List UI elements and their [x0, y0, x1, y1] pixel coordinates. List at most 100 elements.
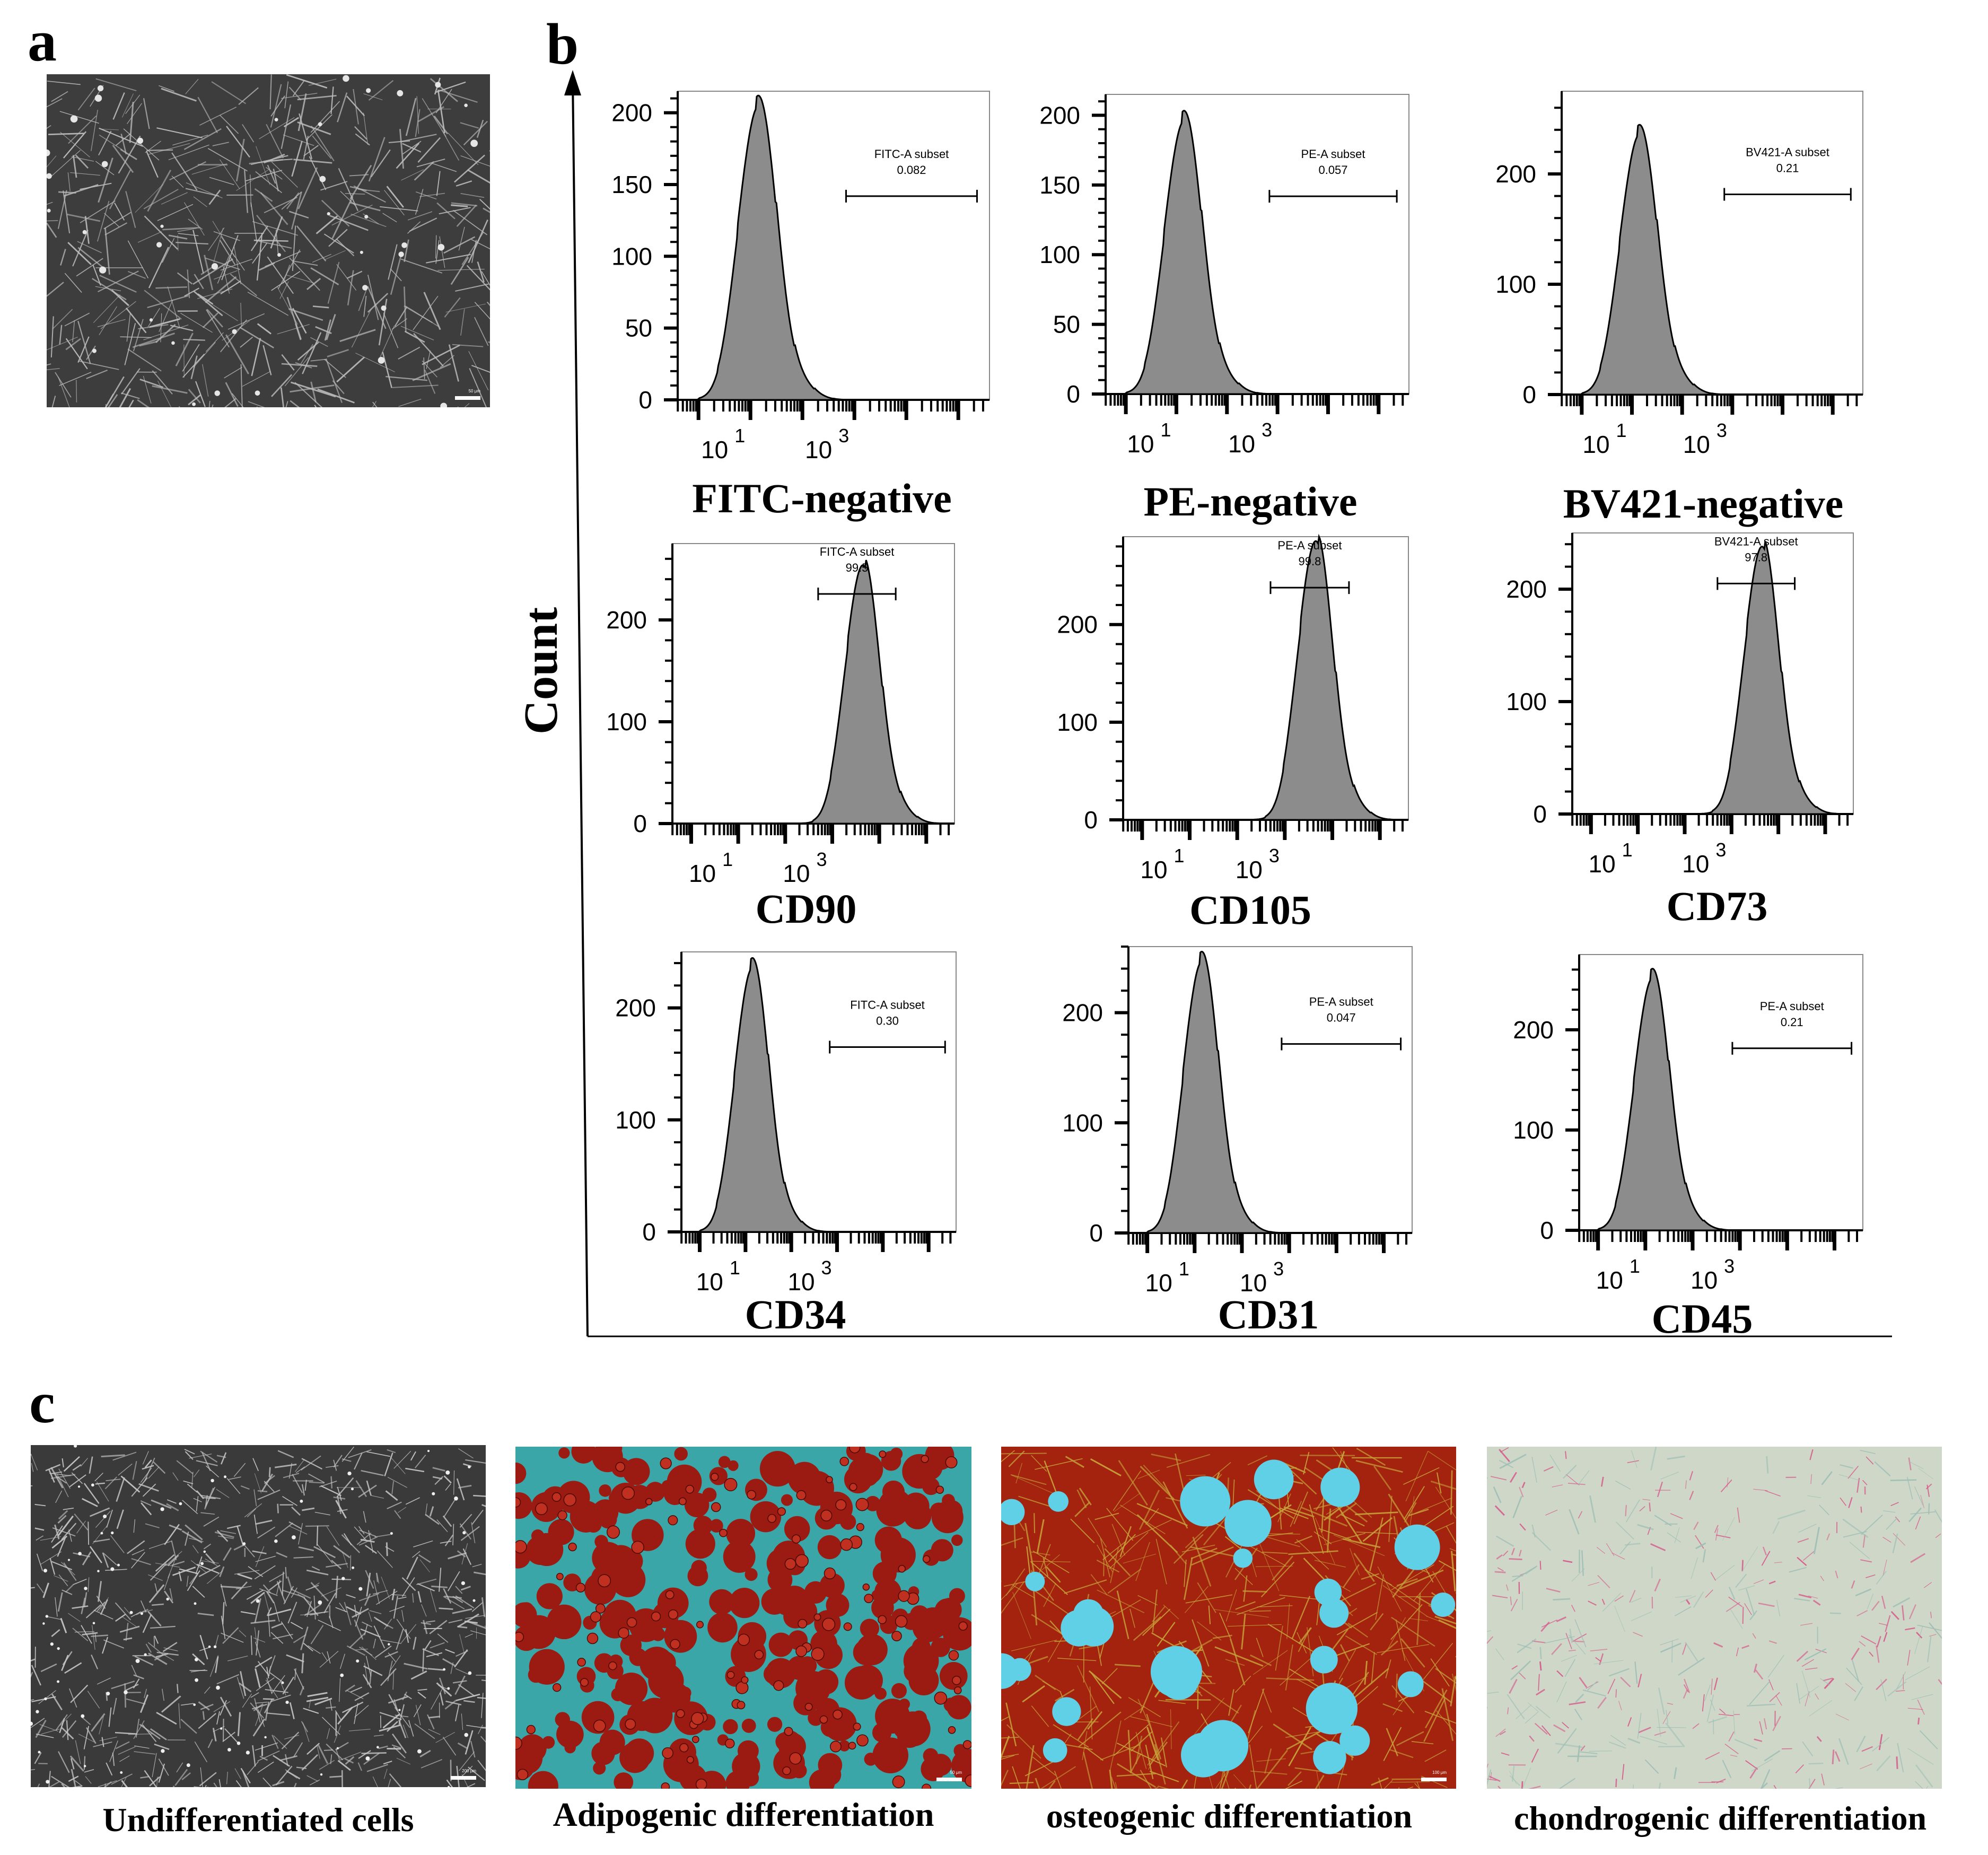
- histogram-title: BV421-negative: [1563, 480, 1844, 527]
- y-tick-label: 100: [606, 708, 647, 736]
- x-tick-exponent: 3: [1269, 845, 1280, 867]
- x-tick-base: 10: [1682, 850, 1709, 878]
- x-tick-exponent: 1: [1622, 839, 1633, 861]
- x-tick-base: 10: [1588, 850, 1615, 878]
- y-tick-label: 200: [1495, 160, 1536, 188]
- histogram-series: [677, 94, 989, 401]
- scale-bar: [936, 1778, 962, 1781]
- micrograph-c2-texture: [1001, 1447, 1456, 1789]
- x-tick-base: 10: [1140, 856, 1167, 883]
- x-tick-base: 10: [1691, 1266, 1718, 1294]
- plot-frame: [1572, 532, 1854, 815]
- histogram-series: [1562, 124, 1862, 396]
- y-tick-label: 100: [1513, 1116, 1554, 1144]
- panel-label-b: b: [546, 12, 579, 76]
- x-tick-exponent: 1: [1160, 419, 1171, 441]
- histogram-cd105: 0 100 200 10 1 10 3 PE-A subset 99.8 CD105: [1057, 533, 1409, 933]
- histogram-series: [1124, 533, 1408, 821]
- x-tick-base: 10: [1596, 1266, 1623, 1294]
- x-tick-base: 10: [787, 1268, 815, 1296]
- caption-chondrogenic: chondrogenic differentiation: [1513, 1799, 1927, 1837]
- histogram-title: CD34: [745, 1291, 846, 1337]
- x-tick-exponent: 3: [816, 848, 827, 870]
- histogram-cd34: 0 100 200 10 1 10 3 FITC-A subset 0.30 CD34: [615, 951, 957, 1337]
- y-tick-label: 150: [611, 171, 652, 198]
- gate-value-label: 0.30: [876, 1014, 899, 1028]
- x-tick-base: 10: [1582, 431, 1609, 458]
- micrograph-c0-texture: [31, 1445, 486, 1787]
- scale-bar: [451, 1776, 476, 1780]
- y-tick-label: 50: [1053, 311, 1080, 338]
- x-tick-exponent: 3: [1715, 839, 1726, 861]
- y-tick-label: 200: [606, 606, 647, 634]
- x-tick-base: 10: [689, 860, 716, 887]
- y-tick-label: 100: [1506, 688, 1547, 715]
- x-tick-base: 10: [701, 436, 728, 463]
- y-tick-label: 100: [1039, 241, 1080, 268]
- x-tick-base: 10: [1127, 430, 1154, 458]
- x-tick-exponent: 1: [730, 1257, 740, 1279]
- histogram-cd45: 0 100 200 10 1 10 3 PE-A subset 0.21 CD45: [1513, 954, 1863, 1342]
- x-tick-exponent: 3: [1262, 419, 1272, 441]
- histogram-cd31: 0 100 200 10 1 10 3 PE-A subset 0.047 CD31: [1062, 946, 1413, 1337]
- histogram-series: [673, 559, 954, 825]
- y-tick-label: 0: [1522, 381, 1536, 408]
- y-tick-label: 100: [611, 242, 652, 270]
- x-tick-base: 10: [1683, 431, 1710, 458]
- histogram-title: FITC-negative: [692, 475, 952, 521]
- histogram-bv421-negative: 0 100 200 10 1 10 3 BV421-A subset 0.21 BV421-neg…: [1495, 91, 1863, 527]
- y-tick-label: 0: [638, 386, 652, 414]
- x-tick-base: 10: [783, 860, 810, 887]
- histogram-title: PE-negative: [1144, 478, 1358, 524]
- histogram-title: CD73: [1667, 883, 1768, 929]
- gate-value-label: 0.047: [1327, 1011, 1356, 1025]
- panel-label-c: c: [29, 1370, 55, 1435]
- gate-name-label: PE-A subset: [1301, 147, 1365, 161]
- histogram-series: [681, 957, 956, 1233]
- y-tick-label: 50: [625, 314, 652, 342]
- y-tick-label: 200: [1039, 101, 1080, 129]
- gate-name-label: FITC-A subset: [820, 545, 895, 558]
- x-tick-exponent: 1: [1179, 1258, 1189, 1280]
- y-tick-label: 0: [1540, 1217, 1554, 1244]
- y-tick-label: 0: [1066, 380, 1080, 408]
- x-tick-exponent: 3: [1273, 1258, 1284, 1280]
- panel-label-a: a: [28, 8, 57, 73]
- x-tick-exponent: 1: [1630, 1255, 1640, 1277]
- y-axis-line: [572, 79, 589, 1337]
- y-axis-title: Count: [515, 607, 567, 734]
- histogram-series: [1128, 950, 1412, 1234]
- micrograph-undifferentiated: 200 μm: [31, 1445, 486, 1787]
- micrograph-a-texture: [47, 74, 490, 407]
- gate-name-label: PE-A subset: [1309, 995, 1373, 1009]
- caption-undifferentiated: Undifferentiated cells: [102, 1801, 414, 1839]
- gate-value-label: 99.5: [846, 561, 869, 574]
- histogram-fitc-negative: 0 50 100 150 200 10 1 10 3 FITC-A subset 0.082 FITC…: [611, 91, 990, 521]
- y-tick-label: 200: [1513, 1016, 1554, 1044]
- histogram-series: [1106, 110, 1408, 395]
- y-tick-label: 0: [1084, 806, 1098, 834]
- y-tick-label: 200: [611, 99, 652, 127]
- y-tick-label: 200: [1062, 999, 1103, 1027]
- scale-bar-label: 50 μm: [950, 1770, 962, 1775]
- y-tick-label: 0: [1533, 800, 1547, 828]
- y-tick-label: 200: [615, 994, 656, 1022]
- plot-frame: [672, 543, 955, 824]
- x-tick-exponent: 3: [821, 1257, 832, 1279]
- gate-name-label: FITC-A subset: [850, 999, 925, 1012]
- caption-osteogenic: osteogenic differentiation: [1046, 1797, 1413, 1835]
- x-tick-base: 10: [1240, 1269, 1267, 1297]
- gate-name-label: PE-A subset: [1277, 539, 1342, 552]
- histogram-cd73: 0 100 200 10 1 10 3 BV421-A subset 97.8 CD73: [1506, 532, 1854, 929]
- x-tick-exponent: 1: [1616, 419, 1627, 441]
- micrograph-c3-texture: [1487, 1447, 1942, 1789]
- y-tick-label: 0: [1089, 1219, 1103, 1247]
- x-tick-base: 10: [805, 436, 832, 463]
- x-tick-exponent: 1: [1174, 845, 1185, 867]
- gate-value-label: 0.057: [1318, 163, 1347, 177]
- x-tick-exponent: 1: [734, 425, 745, 447]
- gate-value-label: 0.21: [1776, 161, 1799, 174]
- gate-name-label: BV421-A subset: [1746, 145, 1829, 159]
- gate-value-label: 99.8: [1299, 555, 1321, 568]
